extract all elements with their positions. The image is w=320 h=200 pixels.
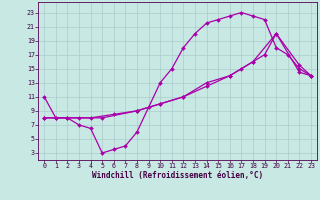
X-axis label: Windchill (Refroidissement éolien,°C): Windchill (Refroidissement éolien,°C) [92,171,263,180]
